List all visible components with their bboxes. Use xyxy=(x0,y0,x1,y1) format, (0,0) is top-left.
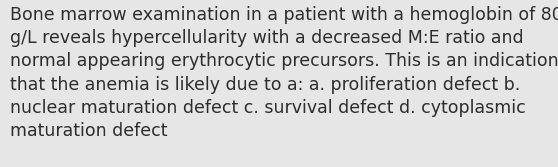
Text: Bone marrow examination in a patient with a hemoglobin of 80
g/L reveals hyperce: Bone marrow examination in a patient wit… xyxy=(10,6,558,140)
